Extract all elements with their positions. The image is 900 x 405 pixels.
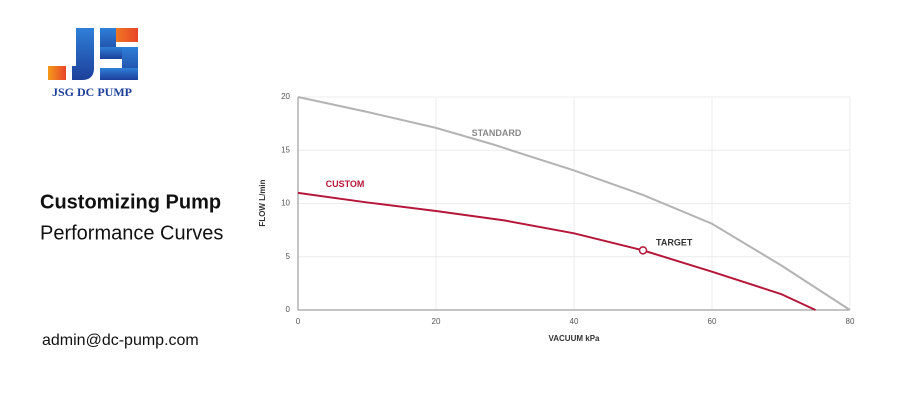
y-axis-title: FLOW L/min bbox=[258, 179, 267, 226]
x-tick-label: 0 bbox=[296, 317, 301, 326]
x-tick-label: 60 bbox=[708, 317, 717, 326]
logo bbox=[48, 28, 138, 80]
y-tick-label: 0 bbox=[286, 305, 291, 314]
y-tick-label: 15 bbox=[281, 145, 290, 154]
heading: Customizing Pump bbox=[40, 191, 221, 213]
series-label: STANDARD bbox=[472, 128, 522, 138]
subheading: Performance Curves bbox=[40, 222, 223, 244]
y-tick-label: 20 bbox=[281, 92, 290, 101]
y-tick-label: 10 bbox=[281, 199, 290, 208]
series-label: CUSTOM bbox=[326, 179, 365, 189]
x-axis-title: VACUUM kPa bbox=[549, 334, 601, 343]
x-tick-label: 40 bbox=[570, 317, 579, 326]
email: admin@dc-pump.com bbox=[42, 332, 199, 349]
brand: JSG DC PUMP bbox=[52, 85, 132, 99]
x-tick-label: 20 bbox=[432, 317, 441, 326]
annotation: TARGET bbox=[656, 238, 693, 248]
series-line bbox=[297, 96, 851, 311]
y-tick-label: 5 bbox=[286, 252, 291, 261]
series-line bbox=[297, 191, 816, 311]
x-tick-label: 80 bbox=[846, 317, 855, 326]
target-marker bbox=[638, 246, 648, 255]
